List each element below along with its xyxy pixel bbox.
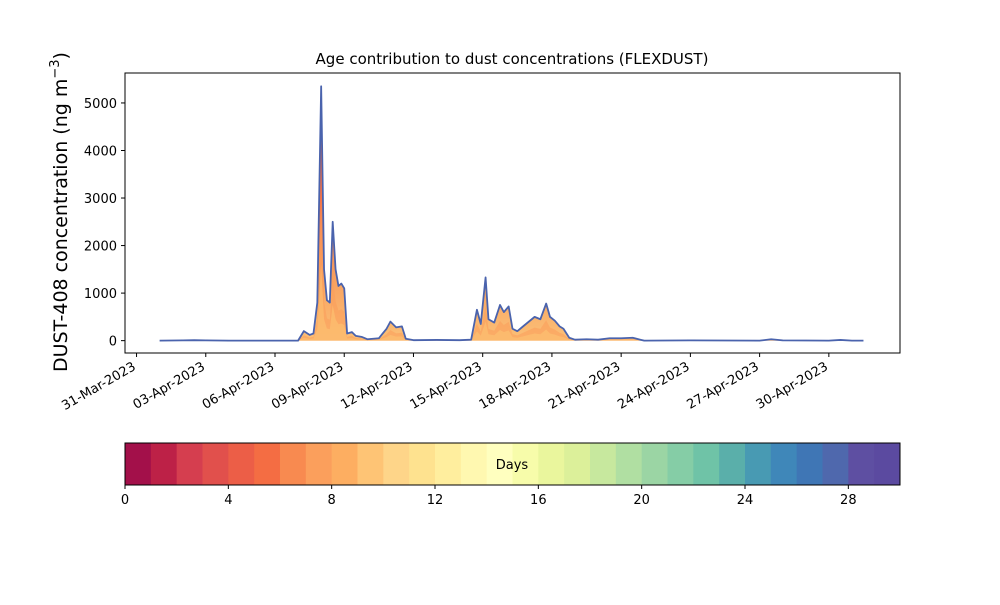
x-tick-label: 21-Apr-2023 [546, 359, 623, 412]
colorbar-cell [357, 443, 384, 485]
total-concentration-line [159, 85, 864, 342]
y-tick-label: 4000 [84, 144, 117, 159]
age-band-area [159, 264, 864, 341]
colorbar-cell [719, 443, 746, 485]
colorbar-cell [745, 443, 772, 485]
colorbar-tick-label: 0 [121, 493, 129, 508]
colorbar-cell [125, 443, 152, 485]
x-tick-label: 09-Apr-2023 [269, 359, 346, 412]
x-axis-ticks: 31-Mar-202303-Apr-202306-Apr-202309-Apr-… [59, 353, 831, 414]
colorbar-cells [125, 443, 901, 485]
colorbar-tick-label: 12 [427, 493, 444, 508]
y-tick-label: 0 [109, 335, 117, 350]
colorbar: Days 0 4 8 12 16 20 24 28 [121, 442, 901, 508]
plot-frame [124, 72, 901, 354]
chart-title: Age contribution to dust concentrations … [316, 50, 709, 68]
plot-area [124, 72, 901, 354]
colorbar-cell [822, 443, 849, 485]
colorbar-cell [305, 443, 333, 485]
colorbar-cell [486, 443, 513, 485]
colorbar-cell [770, 443, 798, 485]
x-tick-label: 03-Apr-2023 [131, 359, 208, 412]
age-band-area [159, 200, 864, 341]
x-tick-label: 27-Apr-2023 [684, 359, 761, 412]
colorbar-cell [874, 443, 901, 485]
colorbar-cell [435, 443, 462, 485]
colorbar-cell [693, 443, 720, 485]
colorbar-tick-label: 28 [840, 493, 857, 508]
colorbar-frame [124, 442, 901, 486]
colorbar-cell [280, 443, 307, 485]
y-tick-label: 2000 [84, 240, 117, 255]
colorbar-tick-label: 24 [737, 493, 754, 508]
colorbar-cell [202, 443, 229, 485]
x-tick-label: 06-Apr-2023 [200, 359, 277, 412]
y-axis-ticks: 0 1000 2000 3000 4000 5000 [84, 97, 125, 350]
colorbar-cell [615, 443, 643, 485]
x-tick-label: 15-Apr-2023 [408, 359, 485, 412]
age-band-area [159, 86, 864, 341]
y-tick-label: 3000 [84, 192, 117, 207]
colorbar-tick-label: 20 [633, 493, 650, 508]
colorbar-cell [796, 443, 823, 485]
colorbar-cell [460, 443, 488, 485]
x-tick-label: 18-Apr-2023 [477, 359, 554, 412]
colorbar-label: Days [496, 458, 529, 473]
colorbar-cell [590, 443, 617, 485]
colorbar-cell [331, 443, 358, 485]
colorbar-cell [538, 443, 565, 485]
colorbar-cell [564, 443, 591, 485]
colorbar-tick-label: 4 [224, 493, 232, 508]
colorbar-cell [641, 443, 668, 485]
colorbar-cell [667, 443, 694, 485]
colorbar-cell [409, 443, 436, 485]
colorbar-cell [150, 443, 178, 485]
colorbar-cell [176, 443, 203, 485]
colorbar-ticks: 0 4 8 12 16 20 24 28 [121, 485, 857, 508]
colorbar-tick-label: 16 [530, 493, 547, 508]
y-tick-label: 1000 [84, 287, 117, 302]
x-tick-label: 30-Apr-2023 [754, 359, 831, 412]
colorbar-cell [254, 443, 281, 485]
y-axis-label: DUST-408 concentration (ng m−3) [48, 52, 72, 372]
x-tick-label: 12-Apr-2023 [338, 359, 415, 412]
colorbar-cell [228, 443, 255, 485]
x-tick-label: 24-Apr-2023 [615, 359, 692, 412]
age-contribution-fills [159, 86, 864, 341]
colorbar-cell [848, 443, 875, 485]
colorbar-tick-label: 8 [328, 493, 336, 508]
colorbar-cell [383, 443, 410, 485]
y-tick-label: 5000 [84, 97, 117, 112]
colorbar-cell [512, 443, 539, 485]
